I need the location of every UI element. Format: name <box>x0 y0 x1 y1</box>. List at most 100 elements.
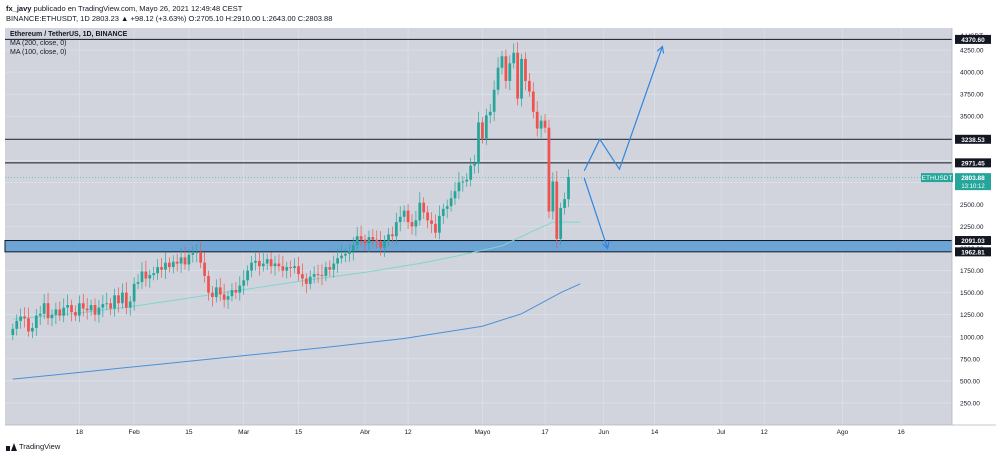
horizontal-levels[interactable] <box>4 38 996 253</box>
candle-body <box>344 253 347 256</box>
candle-body <box>492 89 496 112</box>
candle-body <box>89 305 93 311</box>
candle-body <box>234 290 238 293</box>
candle-body <box>398 216 402 223</box>
author-name[interactable]: fx_javy <box>6 4 32 13</box>
candle-body <box>465 179 469 182</box>
candle-body <box>23 316 26 319</box>
published-text: publicado en TradingView.com, Mayo 26, 2… <box>33 4 243 13</box>
candle-body <box>516 52 520 99</box>
candle-body <box>293 266 296 268</box>
candle-body <box>148 275 152 279</box>
candle-body <box>531 91 535 112</box>
candle-body <box>62 307 66 316</box>
candle-body <box>371 237 375 240</box>
candle-body <box>351 245 355 252</box>
time-axis-background <box>5 425 952 439</box>
y-tick-label: 250.00 <box>960 400 980 407</box>
candle-body <box>187 254 191 265</box>
y-tick-label: 500.00 <box>960 378 980 385</box>
candle-body <box>434 223 437 233</box>
tradingview-brand[interactable]: TradingView <box>6 442 60 451</box>
candle-body <box>512 52 516 64</box>
x-tick-label: 16 <box>898 429 906 436</box>
candle-body <box>179 257 183 264</box>
candle-body <box>308 276 312 284</box>
candle-body <box>555 181 559 239</box>
candle-body <box>504 56 508 81</box>
x-tick-label: 17 <box>541 429 549 436</box>
symbol-tag-bg <box>921 173 953 183</box>
candle-body <box>105 303 109 305</box>
candle-body <box>441 208 445 216</box>
candle-body <box>328 267 332 270</box>
candle-body <box>152 273 156 276</box>
candle-body <box>269 259 273 267</box>
legend-ma200[interactable]: MA (200, close, 0) <box>10 40 67 47</box>
candle-body <box>140 271 144 283</box>
x-tick-label: Ago <box>837 429 849 436</box>
candle-body <box>551 181 555 212</box>
symbol-tag: ETHUSDT <box>922 175 953 182</box>
candle-body <box>500 56 504 68</box>
candle-body <box>156 267 159 274</box>
candle-body <box>42 303 46 314</box>
zone-bottom-tag: 1962.81 <box>961 249 985 256</box>
candle-body <box>238 285 242 293</box>
candle-body <box>281 266 285 271</box>
candle-body <box>85 308 89 311</box>
candle-body <box>430 220 433 224</box>
candle-body <box>359 236 363 240</box>
x-tick-label: Mar <box>238 429 250 436</box>
candle-body <box>254 260 257 263</box>
zone-top-tag-bg <box>955 236 991 246</box>
candle-body <box>191 252 195 255</box>
candle-body <box>211 292 214 298</box>
candle-body <box>257 260 261 267</box>
candle-body <box>547 127 551 212</box>
legend-title[interactable]: Ethereum / TetherUS, 1D, BINANCE <box>10 31 128 38</box>
candle-body <box>563 199 566 208</box>
projection-arrows[interactable] <box>583 45 665 250</box>
candle-body <box>144 271 148 279</box>
candle-body <box>203 262 206 276</box>
candle-body <box>27 318 30 332</box>
y-tick-label: 1000.00 <box>960 334 984 341</box>
candle-body <box>543 120 547 128</box>
chart-legend: Ethereum / TetherUS, 1D, BINANCE MA (200… <box>10 31 127 56</box>
candle-body <box>164 262 167 270</box>
candle-body <box>477 122 480 164</box>
candle-body <box>422 202 426 213</box>
candle-body <box>50 314 54 319</box>
candle-body <box>214 287 218 298</box>
brand-label: TradingView <box>19 442 61 451</box>
x-tick-label: Abr <box>360 429 371 436</box>
candle-body <box>469 165 473 180</box>
zone-top-tag: 2091.03 <box>961 238 985 245</box>
candle-body <box>488 111 492 116</box>
candle-body <box>461 181 465 183</box>
y-tick-label: 2250.00 <box>960 224 984 231</box>
candle-body <box>117 295 120 304</box>
candle-body <box>11 328 15 336</box>
y-tick-label: 2500.00 <box>960 202 984 209</box>
candle-body <box>336 258 339 264</box>
candle-body <box>406 210 410 223</box>
legend-ma100[interactable]: MA (100, close, 0) <box>10 49 67 56</box>
time-axis[interactable]: 18 Feb 15 Mar 15 Abr 12 Mayo 17 Jun 14 Jul 12 Ago 16 <box>76 429 905 436</box>
countdown-label: 13:10:12 <box>961 184 985 190</box>
y-tick-label: 750.00 <box>960 356 980 363</box>
current-price-label: 2803.88 <box>961 175 985 182</box>
y-tick-label: 4000.00 <box>960 70 984 77</box>
candle-body <box>195 252 199 254</box>
x-tick-label: Feb <box>129 429 141 436</box>
candle-body <box>136 282 140 284</box>
candle-body <box>437 215 441 233</box>
x-tick-label: 15 <box>185 429 193 436</box>
candle-body <box>222 294 226 300</box>
candle-body <box>132 283 136 302</box>
candle-body <box>77 303 81 316</box>
projection-up-arrow-head <box>656 45 665 54</box>
candle-body <box>273 263 277 267</box>
